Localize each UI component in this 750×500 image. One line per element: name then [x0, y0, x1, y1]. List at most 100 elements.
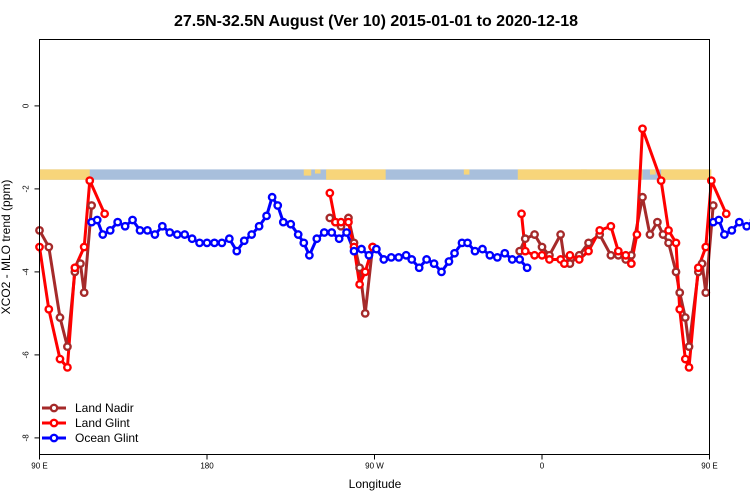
- data-point-ocean-glint: [470, 246, 480, 256]
- data-point-land-glint: [671, 238, 681, 248]
- data-point-land-nadir: [537, 242, 547, 252]
- data-point-land-glint: [606, 221, 616, 231]
- legend-label: Land Glint: [75, 416, 130, 430]
- series-layer: [35, 124, 750, 372]
- data-point-land-nadir: [671, 267, 681, 277]
- data-point-ocean-glint: [719, 230, 729, 239]
- data-point-ocean-glint: [165, 228, 175, 237]
- data-point-land-nadir: [325, 213, 335, 223]
- data-point-land-glint: [684, 362, 694, 372]
- data-point-land-glint: [680, 354, 690, 364]
- data-point-land-glint: [613, 246, 623, 256]
- data-point-ocean-glint: [157, 221, 167, 231]
- data-point-ocean-glint: [278, 217, 288, 227]
- x-axis-label: Longitude: [349, 477, 402, 491]
- data-point-ocean-glint: [254, 221, 264, 231]
- data-point-ocean-glint: [210, 238, 219, 248]
- data-point-ocean-glint: [239, 236, 249, 246]
- mask-land-band: [661, 169, 712, 180]
- data-point-ocean-glint: [113, 217, 123, 227]
- data-point-ocean-glint: [437, 267, 446, 277]
- data-point-ocean-glint: [217, 238, 227, 248]
- data-point-land-glint: [336, 217, 346, 227]
- data-point-land-nadir: [520, 234, 530, 244]
- legend-label: Ocean Glint: [75, 431, 139, 445]
- data-point-land-glint: [638, 124, 647, 134]
- legend-swatch-marker: [49, 433, 59, 443]
- data-point-land-nadir: [664, 238, 673, 248]
- data-point-land-glint: [360, 267, 370, 277]
- data-point-ocean-glint: [319, 228, 329, 237]
- data-point-land-glint: [355, 279, 365, 289]
- data-point-land-nadir: [355, 263, 365, 273]
- data-point-land-nadir: [530, 230, 539, 239]
- data-point-land-nadir: [360, 308, 370, 318]
- x-tick-label: 180: [200, 462, 214, 471]
- x-tick-label: 90 W: [365, 462, 384, 471]
- data-point-land-glint: [85, 176, 95, 186]
- y-tick-label: -4: [22, 268, 31, 276]
- data-point-ocean-glint: [727, 225, 737, 235]
- data-point-ocean-glint: [232, 246, 242, 256]
- y-tick-label: -8: [22, 434, 31, 442]
- data-point-land-glint: [632, 230, 642, 239]
- y-tick-label: -6: [22, 351, 31, 359]
- data-point-ocean-glint: [515, 255, 525, 264]
- data-point-ocean-glint: [247, 230, 257, 239]
- mask-land-fragment: [463, 169, 470, 175]
- data-point-land-glint: [621, 250, 631, 260]
- y-axis-label: XCO2 - MLO trend (ppm): [0, 180, 13, 315]
- data-point-land-glint: [325, 188, 335, 198]
- data-point-land-nadir: [638, 192, 647, 202]
- data-point-land-nadir: [44, 242, 54, 252]
- data-point-land-glint: [520, 246, 530, 256]
- data-point-ocean-glint: [401, 250, 411, 260]
- data-point-land-glint: [675, 304, 685, 314]
- data-point-ocean-glint: [444, 257, 454, 266]
- data-point-ocean-glint: [304, 250, 314, 260]
- x-tick-label: 0: [540, 462, 545, 471]
- x-axis: 90 E 180 90 W 0 90 E: [31, 454, 718, 471]
- data-point-land-nadir: [708, 201, 718, 210]
- mask-land-band: [517, 169, 643, 180]
- mask-land-fragment: [303, 169, 312, 176]
- data-point-ocean-glint: [92, 215, 102, 225]
- mask-land-fragment: [649, 169, 656, 175]
- data-point-ocean-glint: [267, 192, 277, 202]
- data-point-ocean-glint: [262, 211, 271, 221]
- data-point-land-nadir: [556, 230, 566, 239]
- data-point-ocean-glint: [714, 215, 724, 225]
- data-point-ocean-glint: [150, 230, 160, 239]
- data-point-ocean-glint: [379, 255, 389, 264]
- data-point-land-glint: [44, 304, 54, 314]
- data-point-ocean-glint: [342, 228, 351, 237]
- data-point-land-glint: [545, 255, 554, 264]
- data-point-ocean-glint: [172, 230, 182, 239]
- mask-land-fragment: [581, 169, 587, 174]
- data-point-land-glint: [70, 263, 80, 273]
- data-point-ocean-glint: [364, 250, 374, 260]
- legend-swatch-marker: [49, 403, 59, 413]
- data-point-land-nadir: [606, 250, 616, 260]
- data-point-land-nadir: [87, 201, 97, 210]
- data-point-land-nadir: [584, 238, 593, 248]
- legend-label: Land Nadir: [75, 401, 134, 415]
- data-point-ocean-glint: [357, 244, 366, 254]
- data-point-ocean-glint: [478, 244, 487, 254]
- data-point-land-glint: [574, 255, 584, 264]
- data-point-ocean-glint: [312, 234, 322, 244]
- data-point-land-glint: [79, 242, 89, 252]
- data-point-ocean-glint: [742, 221, 750, 231]
- data-point-ocean-glint: [500, 248, 510, 258]
- data-point-ocean-glint: [734, 217, 744, 227]
- land-ocean-mask-strip: [39, 169, 712, 180]
- data-point-ocean-glint: [507, 255, 517, 264]
- data-point-ocean-glint: [492, 252, 502, 262]
- data-point-land-nadir: [76, 259, 85, 268]
- data-point-land-glint: [701, 242, 711, 252]
- data-point-land-glint: [565, 250, 575, 260]
- data-point-ocean-glint: [135, 225, 145, 235]
- x-tick-label: 90 E: [31, 462, 47, 471]
- data-point-ocean-glint: [98, 230, 108, 239]
